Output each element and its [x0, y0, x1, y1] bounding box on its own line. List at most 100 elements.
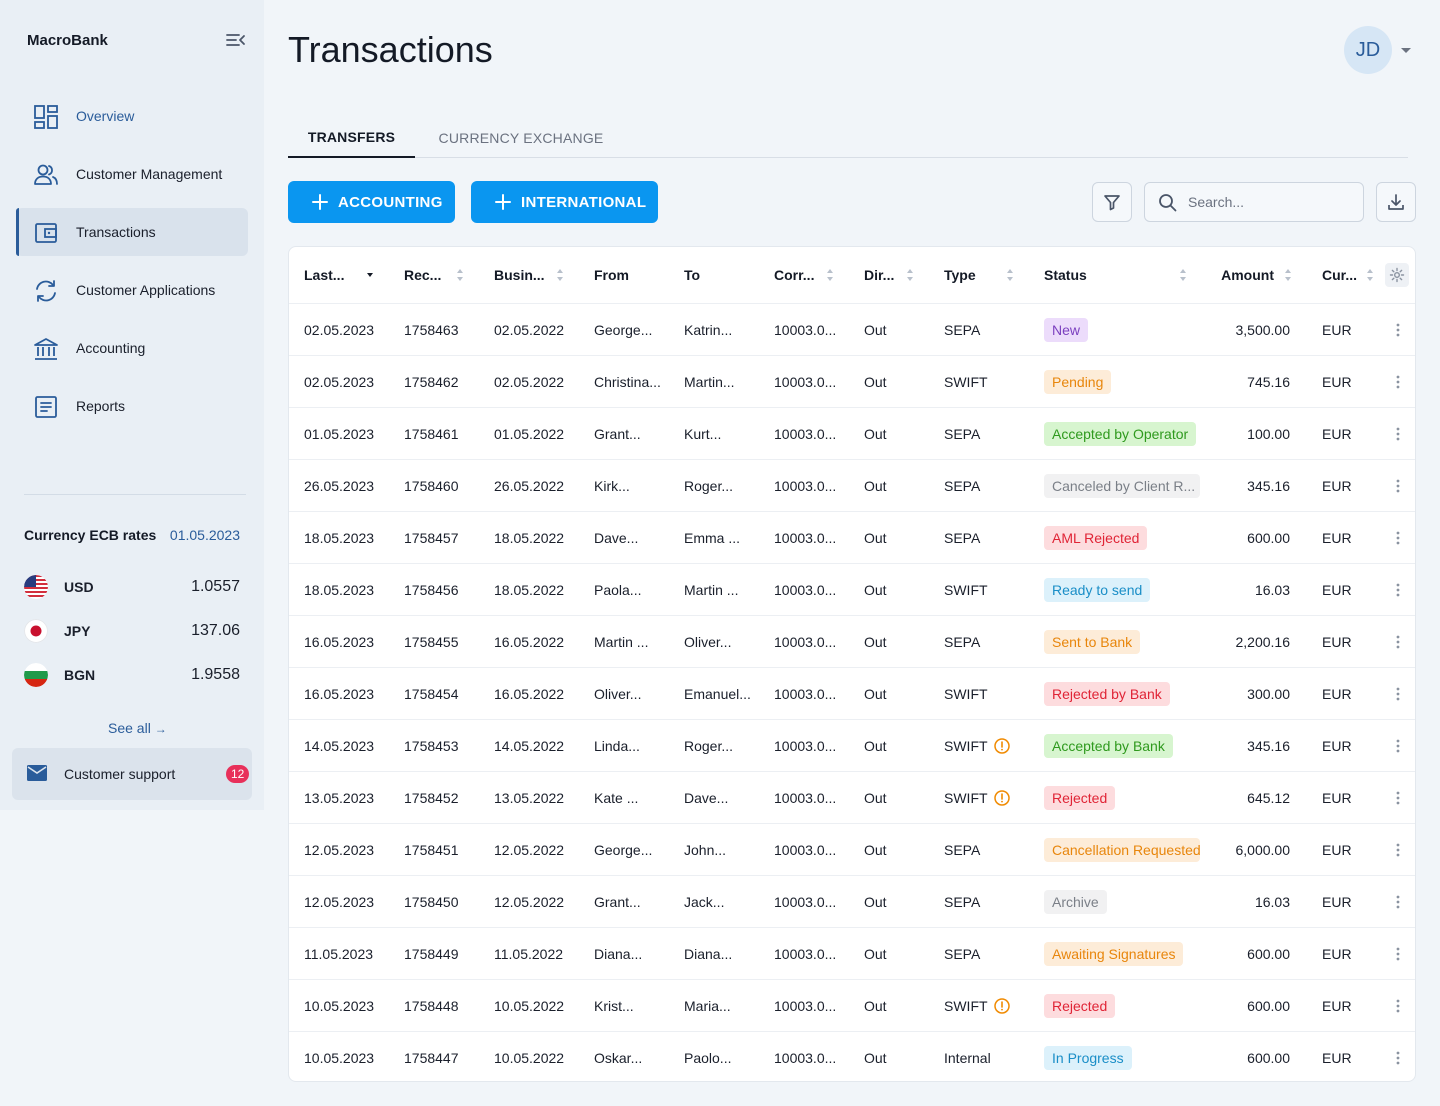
cell-amount: 2,200.16	[1235, 634, 1291, 650]
table-row[interactable]: 01.05.2023 1758461 01.05.2022 Grant... Kurt.…	[289, 407, 1415, 459]
cell-currency: EUR	[1322, 738, 1352, 754]
table-row[interactable]: 18.05.2023 1758456 18.05.2022 Paola... Marti…	[289, 563, 1415, 615]
more-actions-icon[interactable]	[1393, 738, 1403, 754]
warning-icon[interactable]	[993, 998, 1010, 1014]
sort-icon[interactable]	[1179, 268, 1187, 282]
sort-icon[interactable]	[556, 268, 564, 282]
sort-icon[interactable]	[826, 268, 834, 282]
column-header-to[interactable]: To	[684, 267, 701, 283]
status-badge: Accepted by Operator	[1044, 422, 1197, 446]
cell-from: Dave...	[594, 530, 639, 546]
tab-transfers[interactable]: TRANSFERS	[288, 118, 415, 158]
column-header-type[interactable]: Type	[944, 267, 976, 283]
column-header-corr[interactable]: Corr...	[774, 267, 815, 283]
cell-status: Sent to Bank	[1044, 616, 1141, 668]
more-actions-icon[interactable]	[1393, 634, 1403, 650]
cell-type: SWIFT	[944, 564, 988, 616]
column-header-direction[interactable]: Dir...	[864, 267, 895, 283]
cell-type-label: SWIFT	[944, 998, 988, 1014]
sidebar-item-transactions[interactable]: Transactions	[16, 208, 248, 256]
column-header-amount[interactable]: Amount	[1221, 267, 1274, 283]
more-actions-icon[interactable]	[1393, 478, 1403, 494]
cell-type-label: SEPA	[944, 322, 981, 338]
more-actions-icon[interactable]	[1393, 790, 1403, 806]
sync-icon	[36, 280, 56, 302]
table-row[interactable]: 10.05.2023 1758447 10.05.2022 Oskar... Paolo…	[289, 1031, 1415, 1081]
sort-desc-icon[interactable]	[366, 268, 374, 282]
more-actions-icon[interactable]	[1393, 998, 1403, 1014]
sidebar-item-customer-applications[interactable]: Customer Applications	[16, 266, 248, 314]
more-actions-icon[interactable]	[1393, 686, 1403, 702]
sort-icon[interactable]	[906, 268, 914, 282]
more-actions-icon[interactable]	[1393, 946, 1403, 962]
add-international-button[interactable]: INTERNATIONAL	[471, 181, 658, 223]
warning-icon[interactable]	[993, 738, 1010, 754]
user-avatar[interactable]: JD	[1344, 26, 1392, 74]
more-actions-icon[interactable]	[1393, 842, 1403, 858]
cell-status: Accepted by Operator	[1044, 408, 1197, 460]
cell-business-date: 02.05.2022	[494, 322, 565, 338]
cell-record-id: 1758456	[404, 582, 459, 598]
add-accounting-button[interactable]: ACCOUNTING	[288, 181, 455, 223]
sidebar-item-label: Reports	[76, 398, 126, 414]
sort-icon[interactable]	[1366, 268, 1374, 282]
column-header-status[interactable]: Status	[1044, 267, 1087, 283]
table-row[interactable]: 13.05.2023 1758452 13.05.2022 Kate ... Dave.…	[289, 771, 1415, 823]
status-badge: Accepted by Bank	[1044, 734, 1173, 758]
sidebar-item-overview[interactable]: Overview	[16, 92, 248, 140]
sidebar-item-reports[interactable]: Reports	[16, 382, 248, 430]
customer-support-button[interactable]: Customer support 12	[12, 748, 252, 800]
column-header-last[interactable]: Last...	[304, 267, 345, 283]
tab-currency-exchange[interactable]: CURRENCY EXCHANGE	[438, 130, 604, 146]
sort-icon[interactable]	[1006, 268, 1014, 282]
plus-icon	[312, 194, 328, 210]
warning-icon[interactable]	[993, 790, 1010, 806]
more-actions-icon[interactable]	[1393, 894, 1403, 910]
table-row[interactable]: 26.05.2023 1758460 26.05.2022 Kirk... Roger.…	[289, 459, 1415, 511]
download-button[interactable]	[1376, 182, 1416, 222]
cell-currency: EUR	[1322, 478, 1352, 494]
column-header-business[interactable]: Busin...	[494, 267, 545, 283]
table-row[interactable]: 02.05.2023 1758462 02.05.2022 Christina... M…	[289, 355, 1415, 407]
sort-icon[interactable]	[1284, 268, 1292, 282]
column-header-from[interactable]: From	[594, 267, 629, 283]
chevron-down-icon[interactable]	[1400, 46, 1412, 54]
table-row[interactable]: 14.05.2023 1758453 14.05.2022 Linda... Roger…	[289, 719, 1415, 771]
table-row[interactable]: 16.05.2023 1758455 16.05.2022 Martin ... Oli…	[289, 615, 1415, 667]
table-header: Last... Rec... Busin... From To Corr... …	[289, 247, 1415, 303]
more-actions-icon[interactable]	[1393, 582, 1403, 598]
table-row[interactable]: 11.05.2023 1758449 11.05.2022 Diana... Diana…	[289, 927, 1415, 979]
more-actions-icon[interactable]	[1393, 322, 1403, 338]
column-header-rec[interactable]: Rec...	[404, 267, 442, 283]
filter-button[interactable]	[1092, 182, 1132, 222]
more-actions-icon[interactable]	[1393, 374, 1403, 390]
rate-value: 137.06	[191, 622, 240, 639]
dashboard-icon	[34, 105, 58, 129]
cell-type: SWIFT	[944, 772, 1010, 824]
column-settings-button[interactable]	[1385, 263, 1409, 287]
table-row[interactable]: 10.05.2023 1758448 10.05.2022 Krist... Maria…	[289, 979, 1415, 1031]
cell-record-id: 1758448	[404, 998, 459, 1014]
table-row[interactable]: 02.05.2023 1758463 02.05.2022 George... Katr…	[289, 303, 1415, 355]
rate-row-usd: USD 1.0557	[24, 574, 240, 600]
see-all-link[interactable]: See all →	[108, 720, 167, 736]
sort-icon[interactable]	[456, 268, 464, 282]
sidebar-item-customer-management[interactable]: Customer Management	[16, 150, 248, 198]
search-input[interactable]	[1188, 183, 1358, 221]
sidebar-item-accounting[interactable]: Accounting	[16, 324, 248, 372]
table-row[interactable]: 16.05.2023 1758454 16.05.2022 Oliver... Eman…	[289, 667, 1415, 719]
more-actions-icon[interactable]	[1393, 530, 1403, 546]
table-row[interactable]: 18.05.2023 1758457 18.05.2022 Dave... Emma .…	[289, 511, 1415, 563]
collapse-sidebar-icon[interactable]	[225, 30, 247, 50]
cell-type: Internal	[944, 1032, 991, 1081]
cell-type: SWIFT	[944, 980, 1010, 1032]
cell-correspondent: 10003.0...	[774, 582, 837, 598]
cell-type-label: SEPA	[944, 478, 981, 494]
cell-status: Ready to send	[1044, 564, 1151, 616]
column-header-currency[interactable]: Cur...	[1322, 267, 1358, 283]
more-actions-icon[interactable]	[1393, 1050, 1403, 1066]
table-row[interactable]: 12.05.2023 1758450 12.05.2022 Grant... Jack.…	[289, 875, 1415, 927]
more-actions-icon[interactable]	[1393, 426, 1403, 442]
table-row[interactable]: 12.05.2023 1758451 12.05.2022 George... John…	[289, 823, 1415, 875]
cell-correspondent: 10003.0...	[774, 842, 837, 858]
